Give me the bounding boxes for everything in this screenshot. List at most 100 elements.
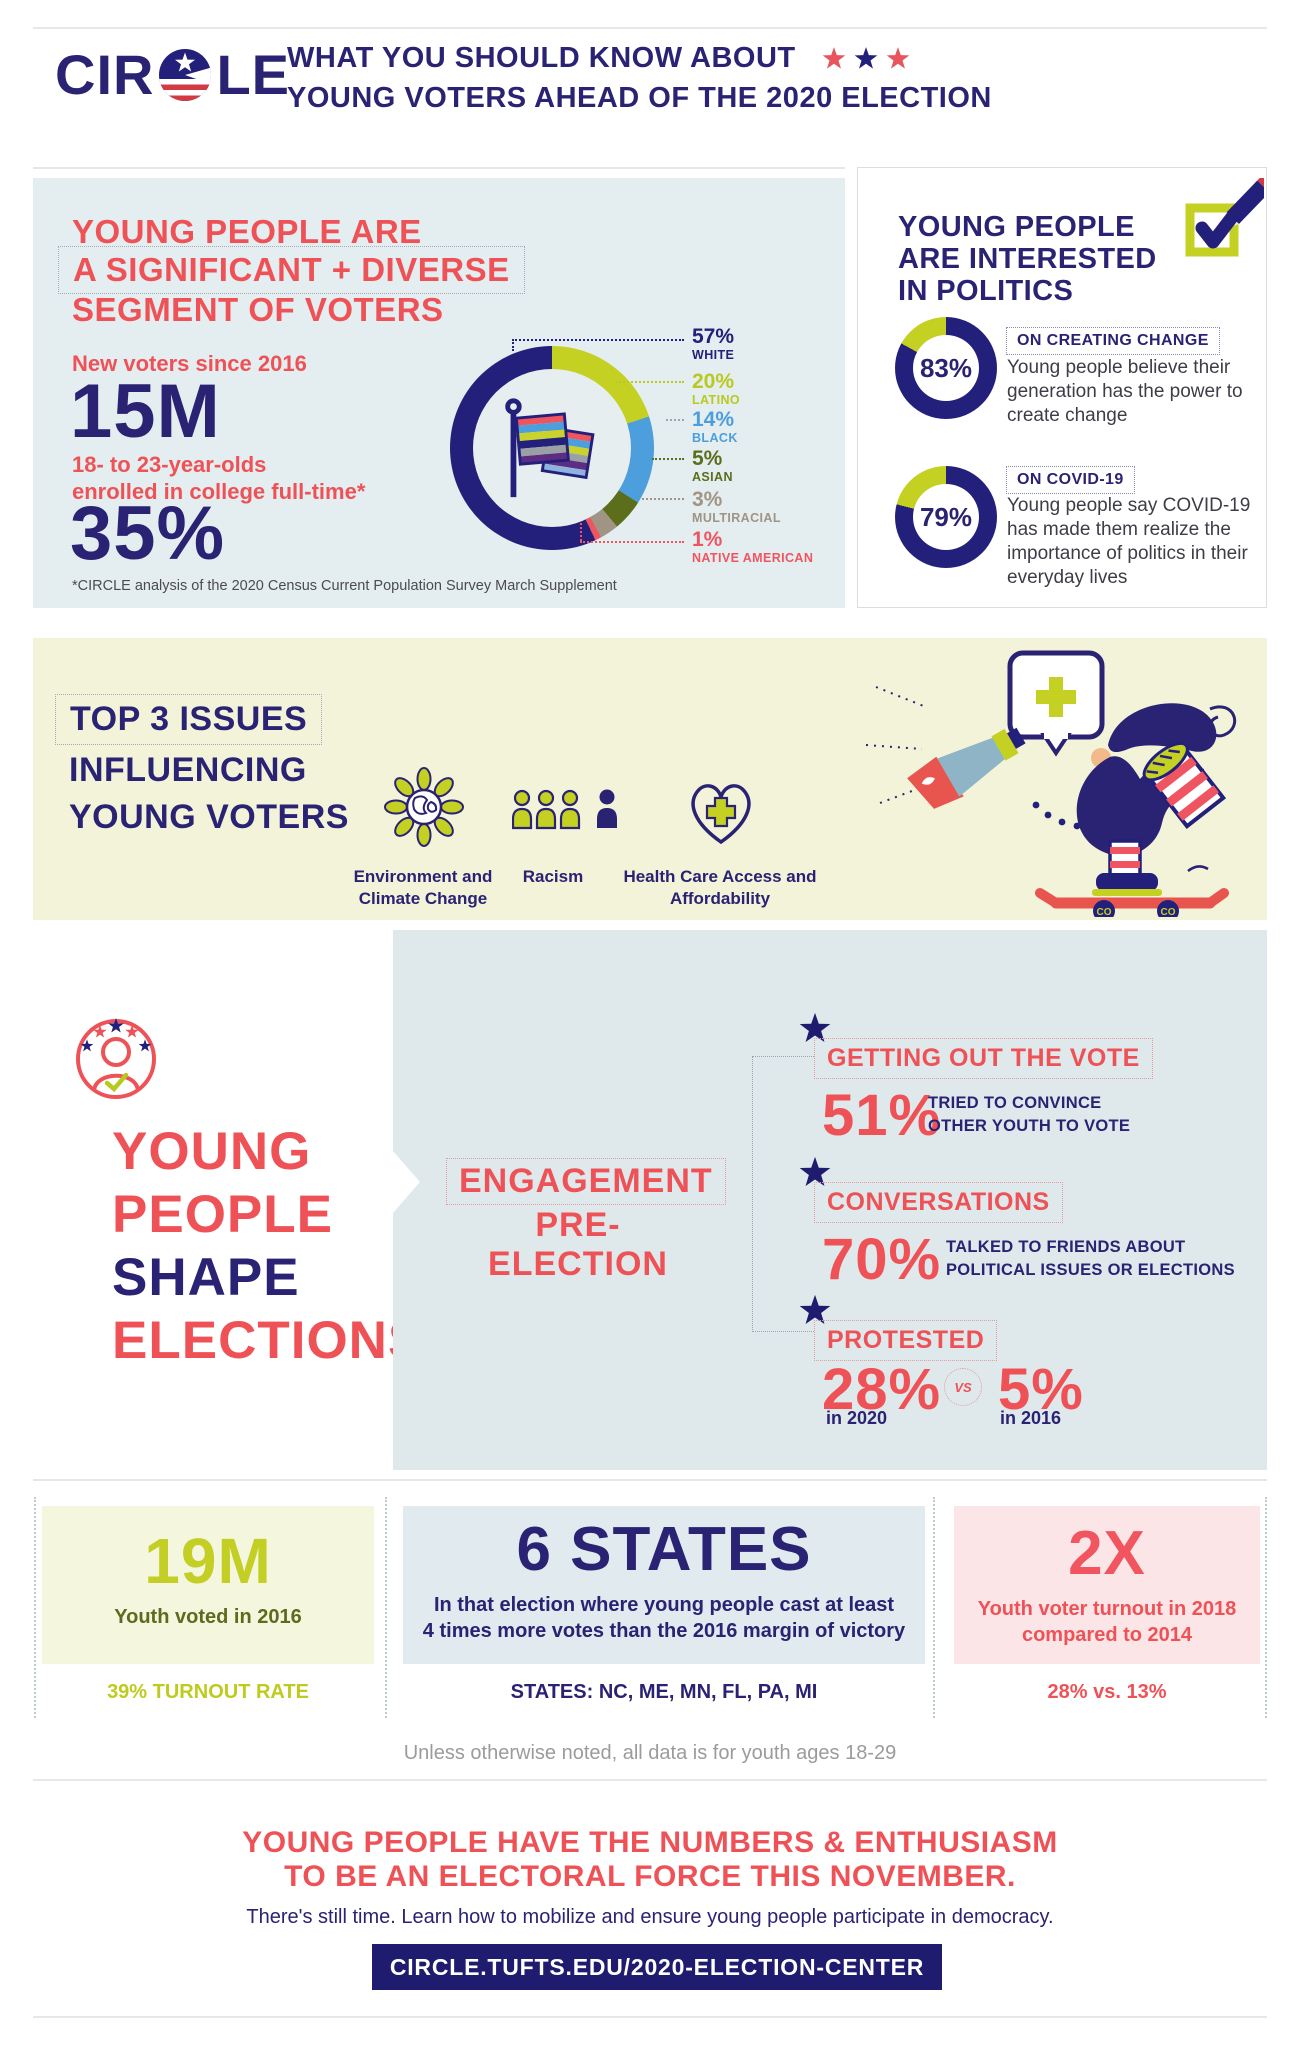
leader-white — [512, 339, 684, 341]
card-19m-value: 19M — [144, 1525, 272, 1597]
engagement-bracket-stub-bottom — [752, 1331, 814, 1332]
legend-pct: 57% — [692, 325, 735, 348]
stat3-value-2020: 28% — [822, 1357, 942, 1422]
politics-tag-1-box: ON CREATING CHANGE — [1006, 327, 1220, 355]
college-value: 35% — [70, 491, 226, 576]
leader-multiracial — [642, 498, 684, 500]
circle-logo-emblem-icon — [159, 48, 212, 101]
stat3-heading: PROTESTED — [827, 1326, 985, 1354]
stat2-heading: CONVERSATIONS — [827, 1188, 1050, 1216]
politics-text-1: Young people believe their generation ha… — [1007, 357, 1243, 426]
card-6states-caption-line2: 4 times more votes than the 2016 margin … — [422, 1620, 906, 1642]
stat3-value-2016: 5% — [998, 1357, 1084, 1422]
new-voters-value: 15M — [70, 369, 221, 454]
politics-title: YOUNG PEOPLE ARE INTERESTED IN POLITICS — [898, 211, 1157, 307]
stat1-desc-line1: TRIED TO CONVINCE — [928, 1094, 1102, 1112]
footer-headline-line2: TO BE AN ELECTORAL FORCE THIS NOVEMBER. — [284, 1860, 1016, 1893]
cards-divider — [1265, 1497, 1267, 1718]
cards-divider — [385, 1497, 387, 1718]
cards-divider — [933, 1497, 935, 1718]
footer-headline: YOUNG PEOPLE HAVE THE NUMBERS & ENTHUSIA… — [0, 1826, 1300, 1894]
bottom-divider — [33, 2016, 1267, 2018]
gauge-83-value: 83% — [919, 352, 973, 383]
racism-icon — [512, 789, 617, 830]
segment-title-line3: SEGMENT OF VOTERS — [72, 291, 444, 328]
gauge-83-hole: 83% — [913, 335, 979, 401]
stat3-label-2020: in 2020 — [826, 1408, 888, 1428]
svg-text:CO: CO — [1161, 907, 1176, 917]
politics-tag-1: ON CREATING CHANGE — [1017, 332, 1209, 349]
stat2-value: 70% — [822, 1227, 942, 1292]
logo-text-left: CIR — [55, 43, 155, 106]
page-title-line1: WHAT YOU SHOULD KNOW ABOUT — [287, 42, 796, 74]
page-title-line2: YOUNG VOTERS AHEAD OF THE 2020 ELECTION — [287, 82, 992, 114]
gauge-79-value: 79% — [919, 501, 973, 532]
segment-panel — [33, 178, 845, 608]
vs-label: VS — [954, 1379, 972, 1395]
card-6states-value: 6 STATES — [516, 1515, 812, 1584]
cards-top-rule — [33, 1479, 1267, 1481]
stat1-value: 51% — [822, 1083, 942, 1148]
college-label-line1: 18- to 23-year-olds — [72, 452, 267, 477]
engagement-panel-notch — [393, 1151, 420, 1213]
stat2-heading-box: CONVERSATIONS — [814, 1182, 1063, 1223]
issue-label-healthcare: Health Care Access and Affordability — [623, 867, 817, 908]
card-19m — [42, 1506, 374, 1664]
note-bottom-rule — [33, 1779, 1267, 1781]
engagement-bracket-stub-top — [752, 1056, 814, 1057]
card-6states — [403, 1506, 925, 1664]
card-19m-sub: 39% TURNOUT RATE — [107, 1681, 309, 1703]
politics-tag-2-box: ON COVID-19 — [1006, 466, 1135, 494]
new-voters-label: New voters since 2016 — [72, 351, 307, 376]
issues-title-line1: TOP 3 ISSUES — [70, 700, 308, 738]
segment-title-line2: A SIGNIFICANT + DIVERSE — [73, 251, 510, 288]
race-legend-native: 1% NATIVE AMERICAN — [692, 529, 813, 566]
race-legend-latino: 20% LATINO — [692, 371, 740, 408]
race-legend-multiracial: 3% MULTIRACIAL — [692, 489, 781, 526]
card-2x-caption-line2: compared to 2014 — [1021, 1624, 1193, 1646]
leader-asian — [652, 458, 684, 460]
stat1-desc-line2: OTHER YOUTH TO VOTE — [928, 1117, 1131, 1135]
footer-subtext: There's still time. Learn how to mobiliz… — [246, 1906, 1054, 1928]
race-donut-hole — [473, 369, 631, 527]
legend-pct: 5% — [692, 447, 723, 470]
politics-title-line2: ARE INTERESTED — [898, 243, 1157, 275]
card-2x-value: 2X — [1068, 1519, 1146, 1588]
card-2x-caption-line1: Youth voter turnout in 2018 — [977, 1598, 1237, 1620]
legend-pct: 14% — [692, 408, 735, 431]
issues-title-box: TOP 3 ISSUES — [55, 694, 323, 745]
engagement-label-box: ENGAGEMENT — [446, 1158, 726, 1205]
engagement-panel — [393, 930, 1267, 1470]
card-2x-sub: 28% vs. 13% — [1047, 1681, 1167, 1703]
card-6states-sub: STATES: NC, ME, MN, FL, PA, MI — [510, 1681, 818, 1703]
legend-label: MULTIRACIAL — [692, 511, 781, 525]
footer-headline-line1: YOUNG PEOPLE HAVE THE NUMBERS & ENTHUSIA… — [242, 1826, 1058, 1859]
shape-title: YOUNG PEOPLE SHAPE ELECTIONS — [112, 1120, 424, 1372]
stat1-heading: GETTING OUT THE VOTE — [827, 1044, 1140, 1072]
stat1-desc: TRIED TO CONVINCE OTHER YOUTH TO VOTE — [928, 1092, 1130, 1138]
card-6states-caption-line1: In that election where young people cast… — [433, 1594, 895, 1616]
legend-label: ASIAN — [692, 470, 733, 484]
stat1-heading-box: GETTING OUT THE VOTE — [814, 1038, 1153, 1079]
race-legend-asian: 5% ASIAN — [692, 448, 733, 485]
header: CIR LE — [55, 42, 290, 107]
segment-title-line1: YOUNG PEOPLE ARE — [72, 213, 422, 250]
legend-label: BLACK — [692, 431, 738, 445]
politics-tag-2: ON COVID-19 — [1017, 471, 1124, 488]
segment-panel-top-rule — [33, 167, 845, 169]
stat3-label-2016: in 2016 — [1000, 1408, 1062, 1428]
card-6states-caption: In that election where young people cast… — [403, 1592, 925, 1644]
shape-title-line1: YOUNG — [112, 1122, 312, 1181]
card-19m-caption: Youth voted in 2016 — [114, 1606, 302, 1628]
issue-label-racism: Racism — [522, 867, 584, 886]
footer-link-button[interactable]: CIRCLE.TUFTS.EDU/2020-ELECTION-CENTER — [372, 1944, 942, 1990]
shape-title-line3: SHAPE — [112, 1248, 300, 1307]
politics-text-2: Young people say COVID-19 has made them … — [1007, 495, 1251, 588]
data-note: Unless otherwise noted, all data is for … — [403, 1742, 897, 1764]
svg-text:CO: CO — [1097, 907, 1112, 917]
engagement-label-line2: PRE-ELECTION — [488, 1206, 668, 1283]
legend-label: WHITE — [692, 348, 735, 362]
vs-badge: VS — [944, 1368, 982, 1406]
segment-footnote: *CIRCLE analysis of the 2020 Census Curr… — [72, 578, 617, 594]
issues-title-line2: INFLUENCING — [69, 751, 307, 789]
